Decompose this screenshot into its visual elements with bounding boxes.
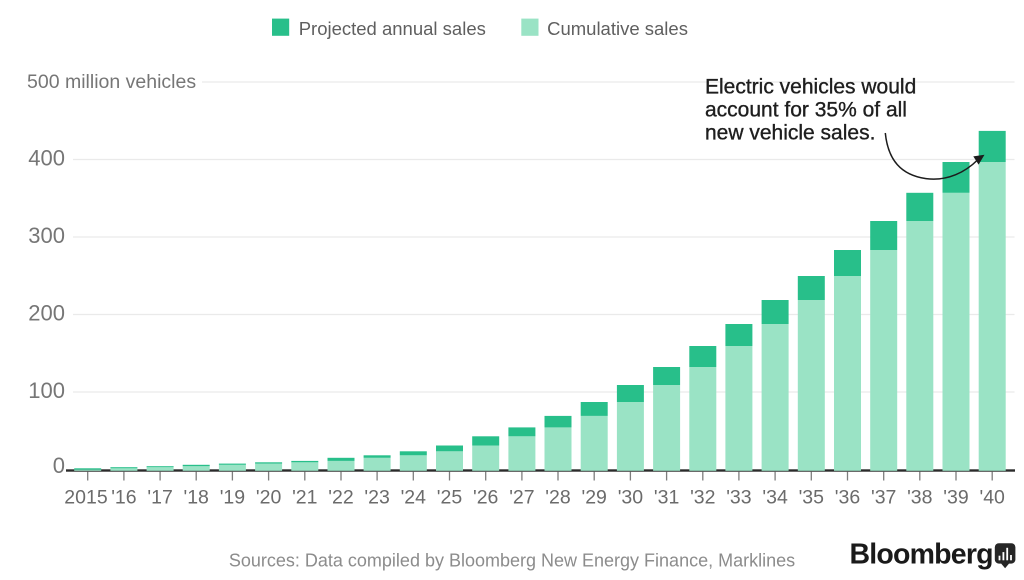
svg-text:'20: '20: [256, 487, 282, 509]
svg-text:300: 300: [28, 223, 65, 248]
svg-text:'16: '16: [111, 487, 136, 509]
svg-text:'31: '31: [654, 487, 679, 509]
svg-text:'33: '33: [726, 487, 751, 509]
svg-text:'30: '30: [618, 487, 644, 509]
svg-text:100: 100: [28, 378, 65, 403]
svg-text:'29: '29: [581, 487, 606, 509]
svg-text:'35: '35: [799, 487, 825, 509]
svg-text:0: 0: [53, 453, 65, 478]
svg-text:Cumulative sales: Cumulative sales: [547, 18, 688, 39]
svg-text:Sources: Data compiled by Bloo: Sources: Data compiled by Bloomberg New …: [229, 551, 795, 571]
svg-text:'24: '24: [401, 487, 427, 509]
svg-text:'25: '25: [437, 487, 463, 509]
svg-text:500 million vehicles: 500 million vehicles: [27, 71, 196, 93]
svg-text:'21: '21: [292, 487, 317, 509]
svg-text:'38: '38: [907, 487, 932, 509]
svg-text:'23: '23: [364, 487, 389, 509]
svg-text:'36: '36: [835, 487, 860, 509]
svg-text:Electric vehicles would: Electric vehicles would: [705, 76, 916, 99]
svg-text:Bloomberg: Bloomberg: [850, 538, 993, 570]
svg-text:'22: '22: [328, 487, 353, 509]
svg-text:2015: 2015: [64, 487, 108, 509]
svg-text:'28: '28: [545, 487, 570, 509]
svg-text:'39: '39: [943, 487, 968, 509]
svg-text:'18: '18: [183, 487, 208, 509]
svg-text:account for 35% of all: account for 35% of all: [705, 99, 907, 122]
svg-text:'40: '40: [979, 487, 1005, 509]
svg-text:'26: '26: [473, 487, 498, 509]
svg-text:'37: '37: [871, 487, 896, 509]
svg-text:'34: '34: [762, 487, 788, 509]
svg-text:'27: '27: [509, 487, 534, 509]
svg-text:'32: '32: [690, 487, 715, 509]
svg-text:'17: '17: [147, 487, 172, 509]
svg-text:Projected annual sales: Projected annual sales: [299, 18, 486, 39]
svg-text:200: 200: [28, 300, 65, 325]
svg-text:new vehicle sales.: new vehicle sales.: [705, 122, 875, 145]
svg-text:400: 400: [28, 145, 65, 170]
svg-text:'19: '19: [220, 487, 245, 509]
